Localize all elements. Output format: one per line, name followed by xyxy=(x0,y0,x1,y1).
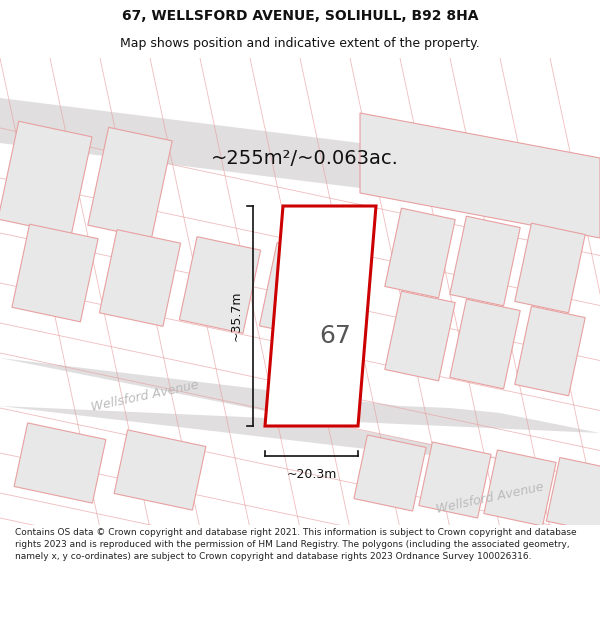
Text: ~255m²/~0.063ac.: ~255m²/~0.063ac. xyxy=(211,149,399,168)
Text: Contains OS data © Crown copyright and database right 2021. This information is : Contains OS data © Crown copyright and d… xyxy=(15,528,577,561)
Polygon shape xyxy=(0,121,92,235)
Polygon shape xyxy=(100,229,181,326)
Polygon shape xyxy=(515,223,585,313)
Text: Wellsford Avenue: Wellsford Avenue xyxy=(90,378,200,414)
Polygon shape xyxy=(259,242,341,339)
Polygon shape xyxy=(515,306,585,396)
Text: Map shows position and indicative extent of the property.: Map shows position and indicative extent… xyxy=(120,37,480,50)
Text: ~35.7m: ~35.7m xyxy=(230,291,243,341)
Polygon shape xyxy=(360,113,600,238)
Polygon shape xyxy=(265,206,376,426)
Polygon shape xyxy=(385,208,455,298)
Text: ~20.3m: ~20.3m xyxy=(286,468,337,481)
Polygon shape xyxy=(419,442,491,518)
Polygon shape xyxy=(179,237,260,333)
Polygon shape xyxy=(12,224,98,322)
Text: 67, WELLSFORD AVENUE, SOLIHULL, B92 8HA: 67, WELLSFORD AVENUE, SOLIHULL, B92 8HA xyxy=(122,9,478,23)
Polygon shape xyxy=(354,435,426,511)
Polygon shape xyxy=(114,430,206,510)
Polygon shape xyxy=(385,291,455,381)
Text: Wellsford Avenue: Wellsford Avenue xyxy=(435,480,545,516)
Polygon shape xyxy=(450,216,520,306)
Polygon shape xyxy=(450,299,520,389)
Polygon shape xyxy=(88,127,172,239)
Polygon shape xyxy=(0,98,600,218)
Polygon shape xyxy=(547,458,600,532)
Polygon shape xyxy=(0,358,600,478)
Text: 67: 67 xyxy=(320,324,352,348)
Polygon shape xyxy=(14,423,106,503)
Polygon shape xyxy=(484,450,556,526)
